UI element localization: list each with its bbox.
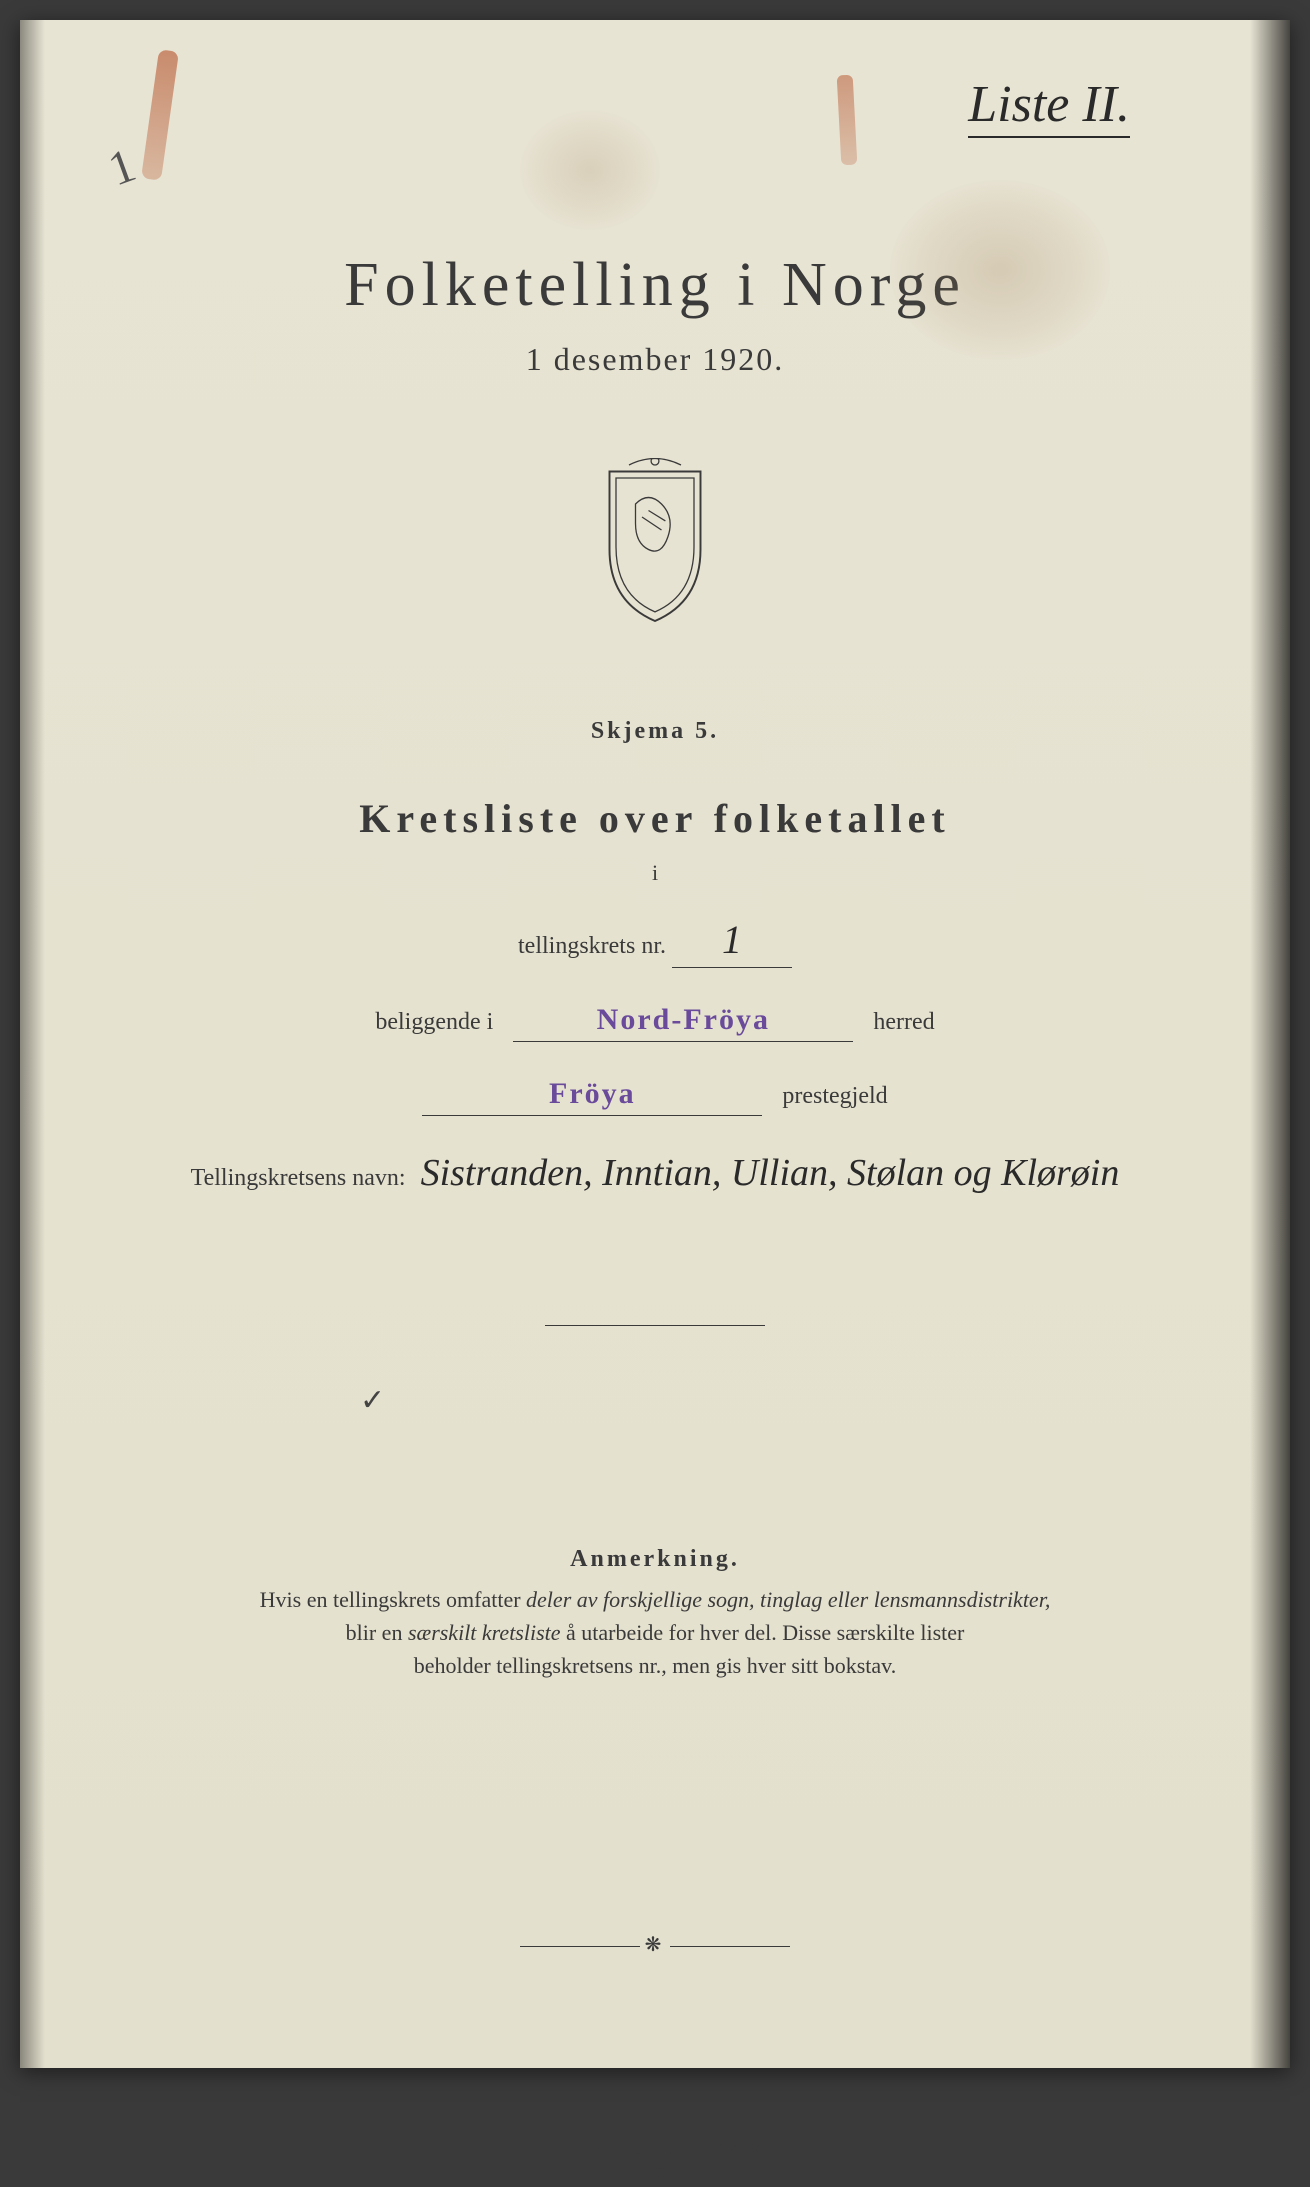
pencil-number: 1 <box>101 138 142 198</box>
coat-of-arms <box>120 458 1190 628</box>
remark-part: Hvis en tellingskrets omfatter <box>260 1587 526 1612</box>
paper-stain <box>520 110 660 230</box>
navn-value: Sistranden, Inntian, Ullian, Stølan og K… <box>421 1151 1120 1195</box>
remark-part: beholder tellingskretsens nr., men gis h… <box>414 1653 897 1678</box>
prestegjeld-label: prestegjeld <box>782 1083 887 1110</box>
paper-stain <box>890 180 1110 360</box>
ornament-divider: ❋ <box>120 1932 1190 1957</box>
prestegjeld-row: Fröya prestegjeld <box>120 1077 1190 1116</box>
pencil-tick: ✓ <box>360 1383 385 1418</box>
remark-part-italic: særskilt kretsliste <box>408 1620 561 1645</box>
sub-title: Kretsliste over folketallet <box>120 795 1190 842</box>
shadow-left <box>20 20 45 2068</box>
herred-label: herred <box>873 1009 934 1036</box>
navn-label: Tellingskretsens navn: <box>191 1165 406 1192</box>
remark-title: Anmerkning. <box>120 1546 1190 1573</box>
remark-text: Hvis en tellingskrets omfatter deler av … <box>120 1583 1190 1682</box>
herred-value: Nord-Fröya <box>513 1003 853 1042</box>
remark-part: å utarbeide for hver del. Disse særskilt… <box>561 1620 965 1645</box>
prestegjeld-value: Fröya <box>422 1077 762 1116</box>
shield-icon <box>590 458 720 628</box>
krets-number: 1 <box>672 916 792 968</box>
preposition-i: i <box>120 860 1190 886</box>
remark-part-italic: deler av forskjellige sogn, tinglag elle… <box>526 1587 1050 1612</box>
beliggende-label: beliggende i <box>375 1009 493 1036</box>
shadow-right <box>1250 20 1290 2068</box>
paperclip-rust-mark <box>141 49 179 181</box>
document-page: Liste II. 1 Folketelling i Norge 1 desem… <box>20 20 1290 2068</box>
herred-row: beliggende i Nord-Fröya herred <box>120 1003 1190 1042</box>
krets-row: tellingskrets nr. 1 <box>120 916 1190 968</box>
krets-label: tellingskrets nr. <box>518 933 666 959</box>
handwritten-annotation: Liste II. <box>968 75 1130 138</box>
remark-part: blir en <box>346 1620 408 1645</box>
footer-year: 1920 <box>120 2164 1190 2187</box>
divider-line <box>545 1325 765 1326</box>
ornament-line <box>520 1946 640 1947</box>
footer-publisher: Levert av E. Sem, Fredrikshald <box>120 2137 1190 2160</box>
ornament-line <box>670 1946 790 1947</box>
paperclip-rust-mark <box>837 75 858 166</box>
navn-row: Tellingskretsens navn: Sistranden, Innti… <box>120 1151 1190 1195</box>
form-number: Skjema 5. <box>120 718 1190 745</box>
